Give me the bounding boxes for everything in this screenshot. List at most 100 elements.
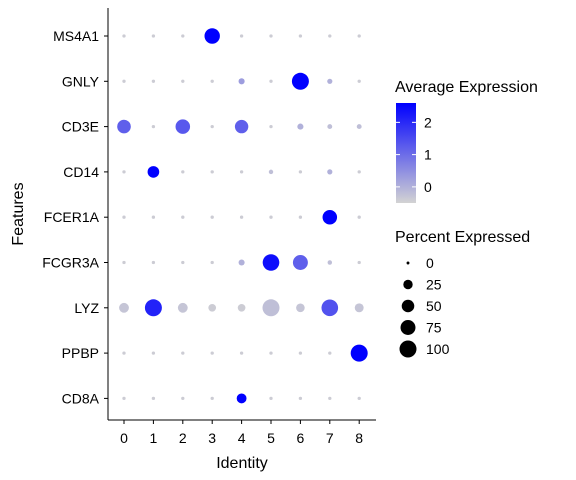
dot-cd14-7 xyxy=(327,169,333,175)
dot-gnly-3 xyxy=(210,79,214,83)
x-tick-group: 0 1 2 3 4 5 6 7 8 xyxy=(120,420,363,446)
size-legend: Percent Expressed 0 25 50 75 100 xyxy=(395,229,530,358)
dot-cd8a-8 xyxy=(357,396,361,401)
dot-lyz-8 xyxy=(354,303,364,313)
dot-ppbp-0 xyxy=(122,351,126,355)
dot-lyz-7 xyxy=(321,299,339,317)
dot-group xyxy=(117,28,368,404)
dot-cd8a-4 xyxy=(236,393,247,404)
x-tick-label-8: 8 xyxy=(355,430,363,446)
size-legend-title: Percent Expressed xyxy=(395,229,530,246)
size-legend-dot-0 xyxy=(406,261,410,265)
dot-ppbp-5 xyxy=(269,351,273,355)
y-tick-label-gnly: GNLY xyxy=(62,73,100,89)
dot-ms4a1-5 xyxy=(269,34,273,38)
dot-ms4a1-0 xyxy=(122,34,126,38)
dot-lyz-3 xyxy=(208,303,217,312)
dot-gnly-8 xyxy=(357,79,361,83)
dot-fcer1a-2 xyxy=(181,215,185,219)
color-legend-label-1: 1 xyxy=(424,147,432,163)
size-legend-dot-50 xyxy=(401,299,415,313)
x-tick-label-2: 2 xyxy=(179,430,187,446)
dot-fcer1a-4 xyxy=(239,215,244,219)
x-tick-label-0: 0 xyxy=(120,430,128,446)
dot-cd14-0 xyxy=(122,170,126,174)
dot-lyz-6 xyxy=(296,303,305,313)
size-legend-label-0: 0 xyxy=(426,255,434,271)
x-tick-label-6: 6 xyxy=(297,430,305,446)
dot-ppbp-8 xyxy=(350,344,368,362)
dot-fcer1a-6 xyxy=(298,215,303,219)
dot-ppbp-1 xyxy=(151,351,156,355)
dot-lyz-5 xyxy=(262,299,280,317)
dot-fcer1a-1 xyxy=(151,215,156,219)
y-tick-label-ppbp: PPBP xyxy=(62,345,99,361)
dot-cd3e-5 xyxy=(269,124,273,129)
dot-ms4a1-1 xyxy=(151,34,156,38)
color-legend-label-0: 0 xyxy=(424,179,432,195)
dot-cd8a-0 xyxy=(122,396,126,401)
size-legend-items: 0 25 50 75 100 xyxy=(399,255,450,358)
dot-cd8a-1 xyxy=(151,396,156,401)
dot-gnly-5 xyxy=(269,79,273,83)
size-legend-label-25: 25 xyxy=(426,277,442,293)
dot-cd14-3 xyxy=(210,170,214,174)
y-tick-label-ms4a1: MS4A1 xyxy=(53,28,99,44)
y-tick-label-fcer1a: FCER1A xyxy=(44,209,100,225)
size-legend-label-75: 75 xyxy=(426,320,442,336)
size-legend-dot-25 xyxy=(403,279,413,290)
dot-fcgr3a-0 xyxy=(122,260,126,265)
y-axis-title: Features xyxy=(10,182,27,245)
dot-cd14-5 xyxy=(268,169,274,175)
dot-ppbp-6 xyxy=(298,351,303,355)
dot-cd3e-4 xyxy=(234,119,249,134)
dot-fcer1a-3 xyxy=(210,215,214,219)
dot-cd3e-0 xyxy=(117,119,131,134)
color-legend-bar xyxy=(396,103,416,203)
dot-ms4a1-7 xyxy=(328,34,332,38)
dot-lyz-4 xyxy=(237,303,246,312)
y-tick-label-cd14: CD14 xyxy=(63,164,99,180)
x-tick-label-5: 5 xyxy=(267,430,275,446)
x-axis-title: Identity xyxy=(216,455,268,472)
dot-cd3e-3 xyxy=(210,124,214,129)
y-tick-group: MS4A1 GNLY CD3E CD14 FCER1A FCGR3A LYZ PPBP CD8A xyxy=(42,28,108,406)
dot-lyz-0 xyxy=(119,302,129,313)
dot-gnly-2 xyxy=(181,79,185,83)
dot-cd14-1 xyxy=(147,166,160,178)
dot-lyz-1 xyxy=(144,299,162,317)
dot-ppbp-4 xyxy=(239,351,244,355)
size-legend-dot-100 xyxy=(399,340,417,358)
dot-ms4a1-3 xyxy=(204,28,220,44)
dot-cd8a-5 xyxy=(269,396,273,401)
size-legend-label-50: 50 xyxy=(426,298,442,314)
color-legend-title: Average Expression xyxy=(395,79,538,96)
y-tick-label-fcgr3a: FCGR3A xyxy=(42,255,99,271)
dot-cd3e-1 xyxy=(151,124,156,129)
dot-cd8a-7 xyxy=(328,396,332,401)
dot-ppbp-7 xyxy=(328,351,332,355)
dot-cd14-8 xyxy=(357,170,361,174)
dot-ms4a1-4 xyxy=(239,34,244,38)
x-tick-label-4: 4 xyxy=(238,430,246,446)
size-legend-dot-75 xyxy=(400,320,416,335)
dot-fcgr3a-1 xyxy=(151,260,156,265)
dot-gnly-7 xyxy=(327,78,333,84)
y-tick-label-cd3e: CD3E xyxy=(62,119,99,135)
dot-fcgr3a-8 xyxy=(357,260,361,265)
dot-cd3e-7 xyxy=(327,124,333,130)
dot-fcer1a-5 xyxy=(269,215,273,219)
dot-cd14-6 xyxy=(298,170,303,174)
dot-cd14-2 xyxy=(181,170,185,174)
dot-ms4a1-8 xyxy=(357,34,361,38)
color-legend-label-2: 2 xyxy=(424,114,432,130)
x-tick-label-1: 1 xyxy=(150,430,158,446)
dot-gnly-0 xyxy=(122,79,126,83)
dot-cd3e-8 xyxy=(356,124,362,130)
dot-ms4a1-6 xyxy=(298,34,303,38)
dot-fcgr3a-7 xyxy=(327,260,333,265)
dot-ms4a1-2 xyxy=(181,34,185,38)
dot-gnly-4 xyxy=(238,78,245,85)
color-legend-ticks: 0 1 2 xyxy=(396,114,432,195)
